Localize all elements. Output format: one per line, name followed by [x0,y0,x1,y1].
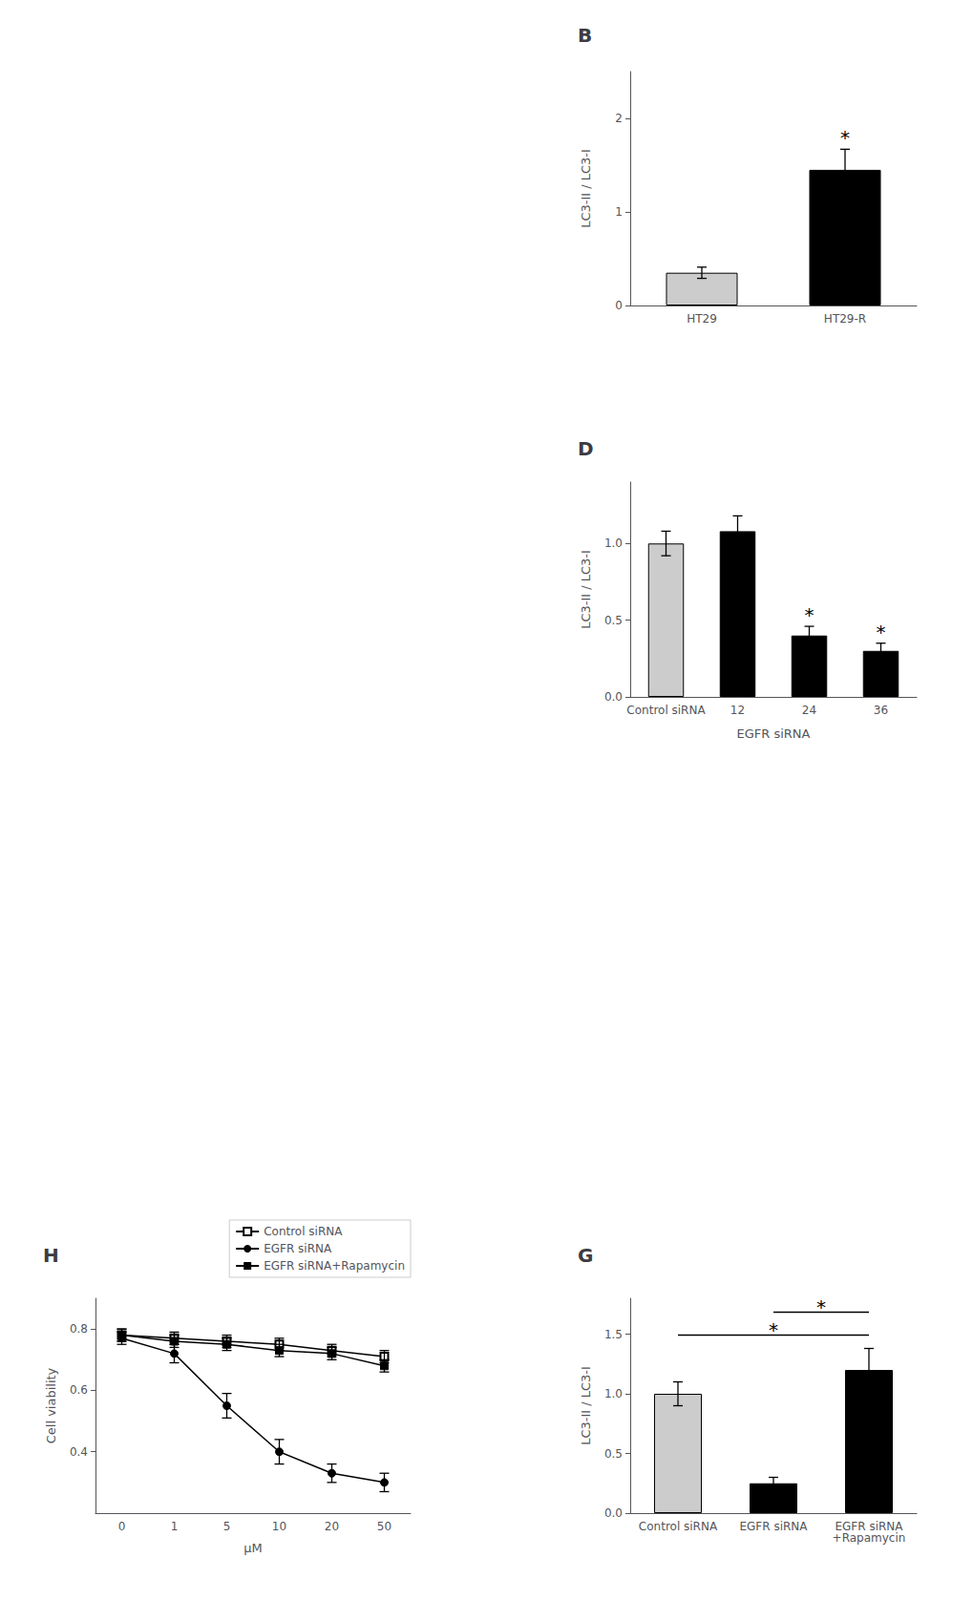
svg-text:EGFR siRNA: EGFR siRNA [739,1520,808,1534]
svg-text:0: 0 [614,298,623,313]
svg-text:EGFR siRNA: EGFR siRNA [263,1242,333,1256]
svg-text:EGFR siRNA+Rapamycin: EGFR siRNA+Rapamycin [263,1259,405,1273]
svg-text:EGFR siRNA: EGFR siRNA [737,726,811,741]
svg-text:*: * [804,603,815,627]
svg-text:μM: μM [243,1541,263,1556]
svg-text:LC3-II / LC3-I: LC3-II / LC3-I [578,148,593,229]
svg-text:*: * [876,620,887,644]
svg-text:+Rapamycin: +Rapamycin [832,1531,907,1545]
svg-text:B: B [577,23,593,47]
svg-text:HT29-R: HT29-R [824,312,867,326]
svg-text:Control siRNA: Control siRNA [638,1520,719,1534]
svg-text:D: D [577,437,594,461]
svg-text:LC3-II / LC3-I: LC3-II / LC3-I [578,549,593,630]
svg-text:24: 24 [802,703,817,718]
svg-text:*: * [840,126,850,149]
svg-text:1.0: 1.0 [604,1387,623,1401]
svg-text:2: 2 [614,111,623,126]
svg-text:12: 12 [730,703,745,718]
svg-text:1: 1 [614,205,623,219]
svg-text:5: 5 [223,1520,232,1534]
svg-text:*: * [816,1295,826,1319]
svg-text:EGFR siRNA: EGFR siRNA [835,1520,903,1534]
svg-text:0.0: 0.0 [604,690,623,704]
svg-text:36: 36 [873,703,889,718]
svg-text:0.8: 0.8 [69,1322,88,1336]
svg-text:0.6: 0.6 [69,1383,88,1397]
svg-text:Cell viability: Cell viability [43,1367,59,1444]
svg-text:1: 1 [170,1520,179,1534]
svg-text:10: 10 [272,1520,287,1534]
svg-text:0.0: 0.0 [604,1506,623,1521]
svg-text:1.5: 1.5 [604,1328,623,1342]
svg-text:G: G [577,1244,593,1268]
svg-text:0.5: 0.5 [604,613,623,628]
svg-text:0: 0 [118,1520,127,1534]
svg-text:0.5: 0.5 [604,1447,623,1461]
svg-text:H: H [42,1244,60,1268]
svg-text:20: 20 [324,1520,339,1534]
svg-text:1.0: 1.0 [604,536,623,550]
svg-text:50: 50 [377,1520,392,1534]
svg-text:0.4: 0.4 [69,1445,88,1460]
svg-text:Control siRNA: Control siRNA [263,1225,343,1239]
svg-text:*: * [768,1318,779,1342]
svg-text:HT29: HT29 [686,312,718,326]
svg-text:Control siRNA: Control siRNA [626,703,706,718]
svg-text:LC3-II / LC3-I: LC3-II / LC3-I [578,1366,593,1446]
